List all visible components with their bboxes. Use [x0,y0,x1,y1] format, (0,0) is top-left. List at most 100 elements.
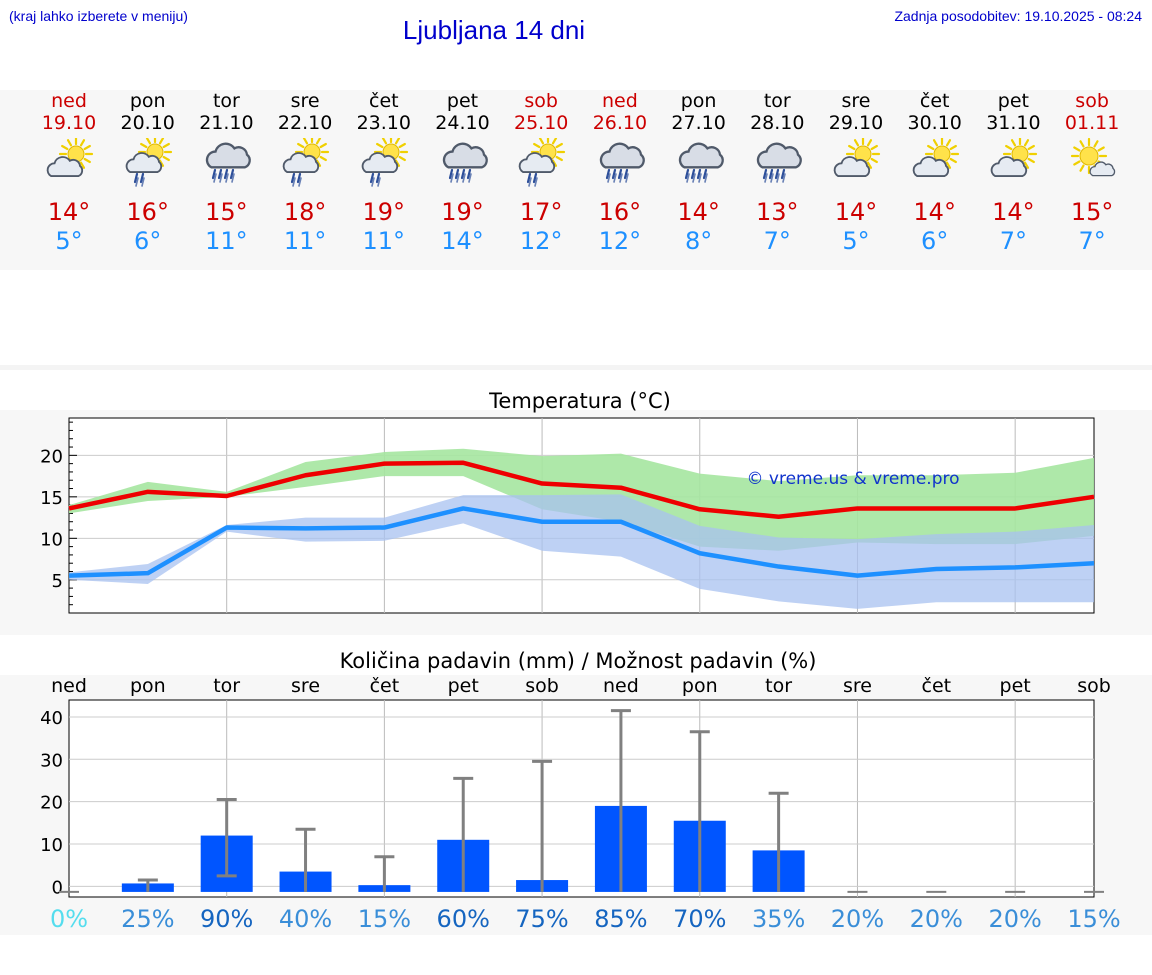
temp-min: 6° [134,227,162,255]
day-date: 19.10 [41,112,97,134]
page-title: Ljubljana 14 dni [402,15,586,45]
temp-min: 11° [283,227,327,255]
temp-min: 6° [921,227,949,255]
day-name: čet [369,90,399,112]
temp-min: 5° [55,227,83,255]
precipitation-chart-title: Količina padavin (mm) / Možnost padavin … [340,649,817,673]
x-tick-label: sob [1077,675,1111,697]
day-name: tor [212,90,240,112]
precip-probability: 75% [515,905,568,933]
day-date: 29.10 [828,112,884,134]
forecast-strip: ned 19.10 14° 5° pon 20.10 16° 6° tor 21.10 15° 11°… [0,90,1152,270]
rain-icon [206,142,252,183]
temp-min: 8° [684,227,713,255]
temp-max: 13° [756,198,799,226]
x-tick-label: tor [213,675,240,697]
day-date: 23.10 [356,112,411,134]
day-date: 30.10 [907,112,962,134]
x-tick-label: čet [370,675,400,697]
temp-max: 17° [519,198,563,226]
temperature-chart-title: Temperatura (°C) [488,389,671,413]
y-tick-label: 10 [40,529,63,550]
temp-max: 19° [362,198,406,226]
temp-min: 7° [999,227,1028,255]
partly-cloudy-icon [46,138,94,178]
day-name: sre [841,90,871,112]
temp-max: 14° [992,198,1035,226]
precip-probability: 70% [673,905,726,933]
partly-cloudy-icon [912,138,959,178]
day-name: čet [919,90,950,112]
sun-cloud-rain-icon [518,138,566,187]
temp-max: 14° [913,198,956,226]
menu-note: (kraj lahko izberete v meniju) [9,8,188,24]
sun-small-cloud-icon [1070,138,1116,177]
day-date: 31.10 [986,112,1041,134]
precip-probability: 35% [752,905,805,933]
x-tick-label: sre [843,675,872,697]
precip-probability: 15% [1067,905,1120,933]
day-name: sre [290,90,320,112]
day-name: ned [51,90,87,112]
day-date: 25.10 [513,112,569,134]
x-tick-label: ned [51,675,87,697]
temp-min: 5° [842,227,870,255]
temp-max: 14° [47,198,91,226]
x-tick-label: pet [448,675,479,697]
precip-probability: 0% [50,905,88,933]
precip-probability: 40% [279,905,332,933]
precipitation-chart: Količina padavin (mm) / Možnost padavin … [0,649,1152,935]
temp-min: 12° [519,227,563,255]
temp-min: 7° [763,227,791,255]
precip-probability: 85% [594,905,647,933]
sun-cloud-rain-icon [125,138,172,187]
day-date: 20.10 [120,112,175,134]
day-date: 26.10 [592,112,648,134]
y-tick-label: 40 [40,708,63,729]
min-temp-line [68,506,1095,578]
precip-probability: 20% [988,905,1041,933]
day-name: tor [763,90,791,112]
x-tick-label: pet [1000,675,1031,697]
temp-max: 16° [126,198,169,226]
day-date: 24.10 [435,112,490,134]
rain-icon [757,142,803,183]
day-name: sob [1075,90,1109,112]
x-tick-label: pon [130,675,166,697]
rain-icon [678,142,724,183]
min-temp-range [69,494,1094,609]
day-date: 28.10 [750,112,805,134]
day-name: ned [601,90,638,112]
temp-min: 14° [441,227,484,255]
x-tick-label: čet [922,675,952,697]
day-name: pet [446,90,479,112]
precip-probability: 25% [121,905,174,933]
x-tick-label: sob [525,675,559,697]
y-tick-label: 20 [40,793,63,814]
precip-probability: 20% [831,905,884,933]
temp-max: 14° [834,198,878,226]
temp-min: 12° [598,227,642,255]
temp-min: 11° [205,227,248,255]
y-tick-label: 20 [40,446,63,467]
x-tick-label: ned [603,675,639,697]
temp-max: 16° [598,198,642,226]
day-date: 01.11 [1064,112,1120,134]
temp-max: 14° [677,198,720,226]
x-tick-label: tor [765,675,792,697]
rain-icon [599,142,645,183]
day-name: pet [997,90,1029,112]
watermark: © vreme.us & vreme.pro [746,469,959,489]
divider [0,365,1152,370]
temp-max: 15° [205,198,248,226]
rain-icon [442,142,488,183]
temp-max: 15° [1070,198,1114,226]
precip-probability: 60% [437,905,490,933]
partly-cloudy-icon [991,138,1038,178]
y-tick-label: 0 [52,877,63,898]
day-name: sob [524,90,558,112]
x-tick-label: pon [682,675,718,697]
partly-cloudy-icon [833,138,881,178]
temp-max: 18° [283,198,327,226]
sun-cloud-rain-icon [282,138,330,187]
